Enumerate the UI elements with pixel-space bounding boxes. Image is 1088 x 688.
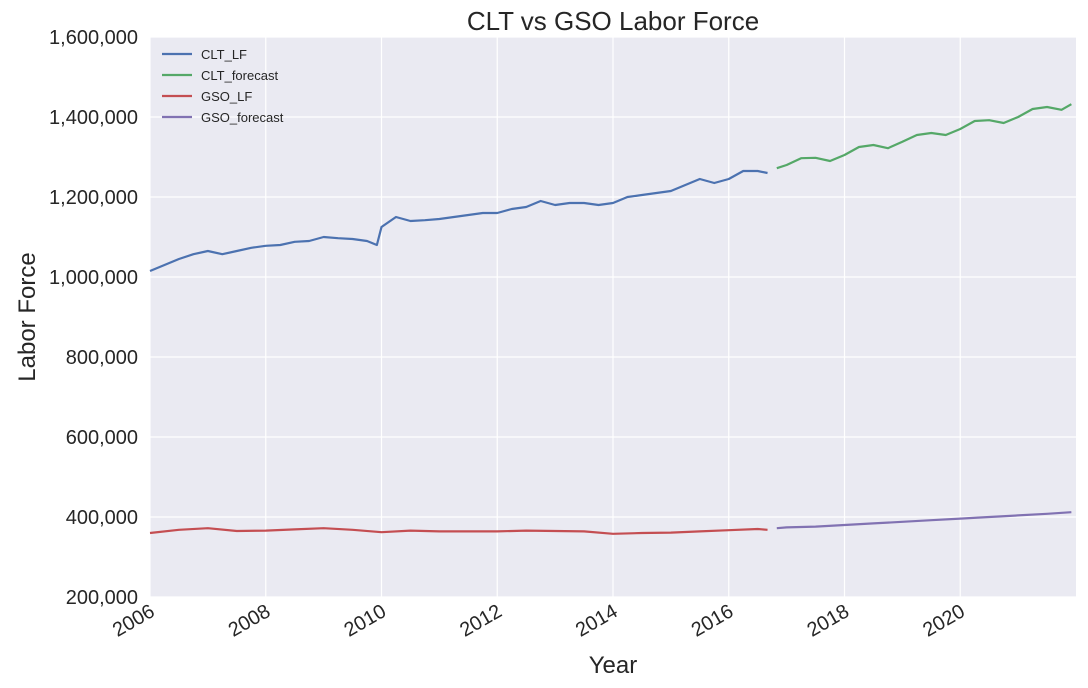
y-tick-label: 800,000 — [66, 347, 138, 369]
y-tick-label: 1,400,000 — [49, 107, 138, 129]
y-tick-label: 1,000,000 — [49, 267, 138, 289]
chart-title: CLT vs GSO Labor Force — [467, 6, 759, 36]
y-tick-label: 200,000 — [66, 587, 138, 609]
y-tick-label: 600,000 — [66, 427, 138, 449]
y-axis-title: Labor Force — [14, 252, 41, 381]
y-tick-label: 1,200,000 — [49, 187, 138, 209]
y-tick-label: 1,600,000 — [49, 27, 138, 49]
legend-label: CLT_LF — [201, 47, 247, 62]
legend: CLT_LF CLT_forecast GSO_LF GSO_forecast — [162, 47, 284, 125]
series-line-clt-lf — [149, 169, 768, 273]
legend-label: GSO_forecast — [201, 110, 284, 125]
y-tick-label: 400,000 — [66, 507, 138, 529]
series-lines — [149, 103, 1072, 535]
series-line-gso-forecast — [776, 511, 1072, 530]
legend-label: GSO_LF — [201, 89, 252, 104]
x-axis-title: Year — [589, 652, 638, 679]
series-line-gso-lf — [149, 527, 768, 535]
grid-lines — [149, 36, 1076, 598]
legend-label: CLT_forecast — [201, 68, 278, 83]
y-tick-labels: 200,000 400,000 600,000 800,000 1,000,000 1,2… — [49, 27, 138, 609]
series-line-clt-forecast — [776, 103, 1072, 170]
